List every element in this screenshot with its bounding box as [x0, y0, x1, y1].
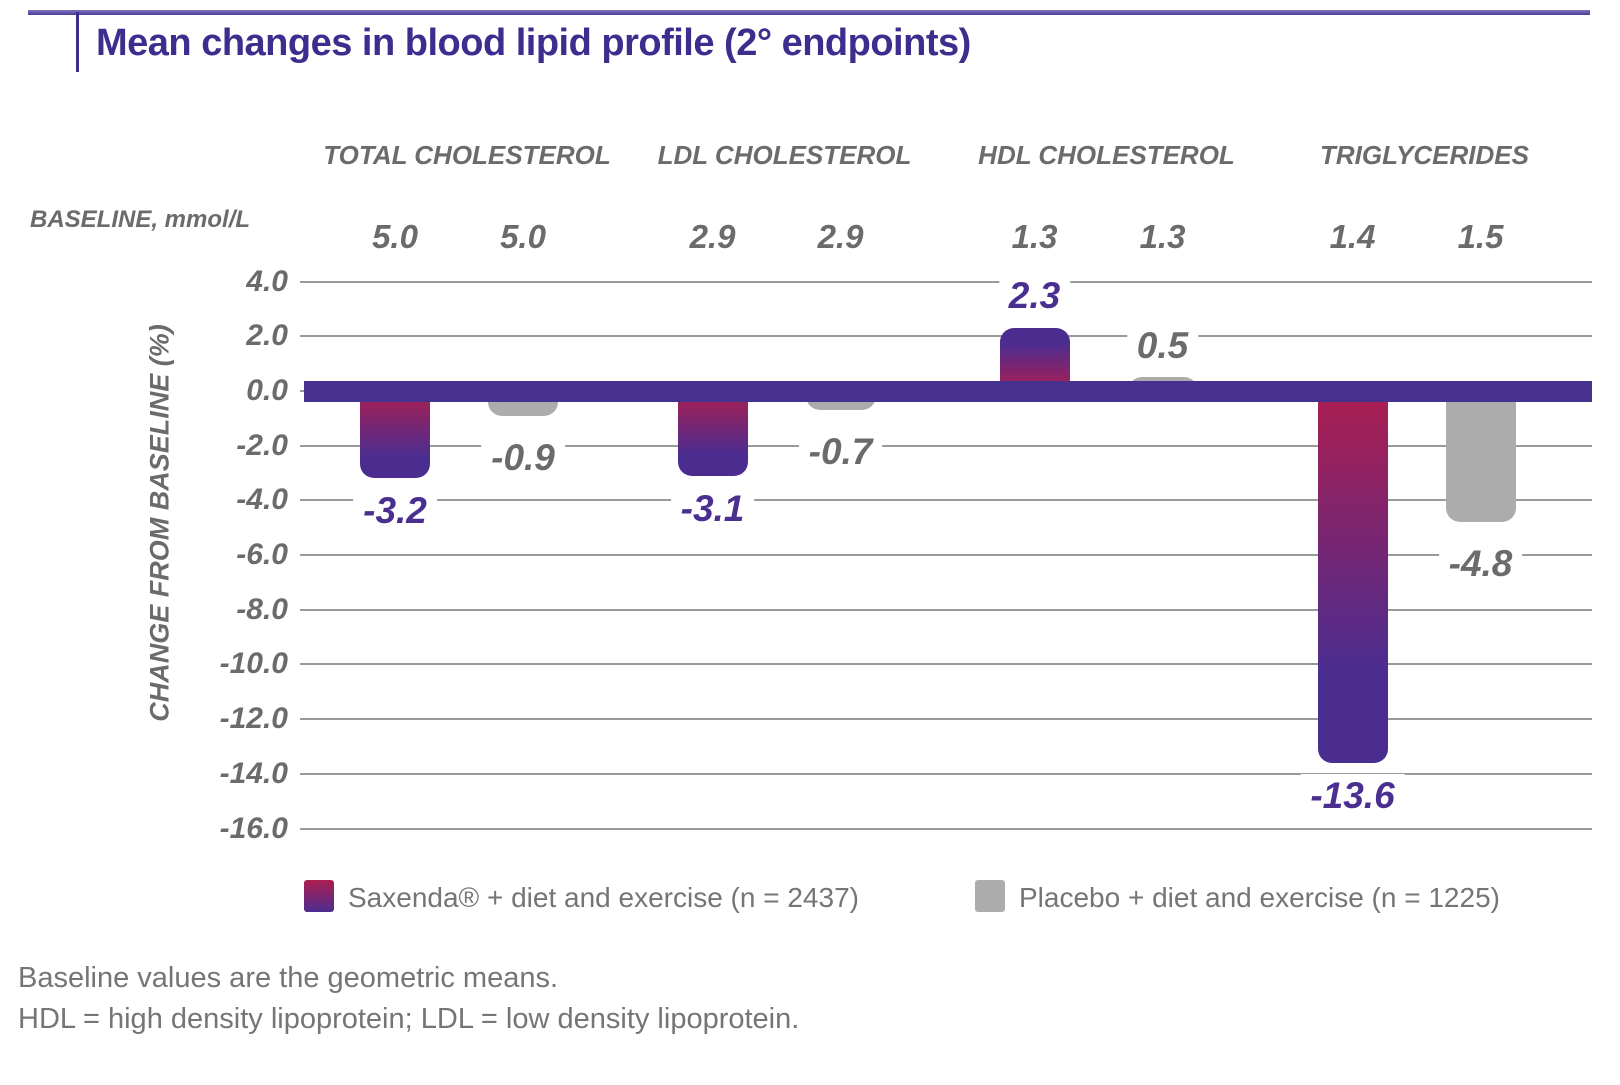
gridline--10.0	[300, 663, 1592, 666]
y-tick-label--6.0: -6.0	[236, 538, 288, 571]
baseline-value-saxenda-total-cholesterol: 5.0	[372, 218, 418, 255]
y-tick-label--4.0: -4.0	[236, 483, 288, 517]
gridline--4.0	[300, 499, 1592, 502]
y-tick-label--2.0: -2.0	[236, 428, 288, 462]
footnotes: Baseline values are the geometric means.…	[18, 958, 799, 1040]
y-tick-label--8.0: -8.0	[236, 592, 288, 626]
legend-swatch-placebo	[975, 880, 1005, 912]
bar-saxenda-total-cholesterol	[360, 390, 430, 479]
legend-label-saxenda: Saxenda® + diet and exercise (n = 2437)	[348, 882, 859, 913]
bar-saxenda-triglycerides	[1317, 390, 1388, 763]
baseline-value-placebo-triglycerides: 1.5	[1457, 218, 1504, 255]
gridline--8.0	[300, 608, 1592, 611]
legend-label-placebo: Placebo + diet and exercise (n = 1225)	[1019, 882, 1500, 913]
gridline--16.0	[300, 827, 1592, 830]
legend-swatch-saxenda	[304, 880, 334, 912]
baseline-value-saxenda-triglycerides: 1.4	[1329, 218, 1376, 255]
top-accent-rule	[28, 10, 1590, 15]
value-label-placebo-total-cholesterol: -0.9	[481, 435, 565, 480]
gridline--12.0	[300, 718, 1592, 721]
value-label-placebo-hdl-cholesterol: 0.5	[1126, 324, 1199, 369]
y-tick-label-4.0: 4.0	[246, 264, 288, 298]
y-tick-label--12.0: -12.0	[219, 702, 288, 736]
gridline-4.0	[300, 280, 1592, 283]
zero-baseline-band	[304, 381, 1592, 403]
value-label-saxenda-triglycerides: -13.6	[1300, 773, 1405, 818]
bar-saxenda-hdl-cholesterol	[999, 327, 1070, 391]
y-tick-label-0.0: 0.0	[246, 373, 288, 407]
bar-saxenda-ldl-cholesterol	[677, 390, 748, 476]
bar-placebo-triglycerides	[1445, 390, 1516, 523]
y-tick-label--10.0: -10.0	[219, 647, 288, 681]
category-header-hdl-cholesterol: HDL CHOLESTEROL	[978, 140, 1235, 170]
category-header-ldl-cholesterol: LDL CHOLESTEROL	[657, 140, 912, 170]
category-header-total-cholesterol: TOTAL CHOLESTEROL	[323, 140, 611, 170]
baseline-value-placebo-hdl-cholesterol: 1.3	[1139, 218, 1186, 255]
baseline-row-label: BASELINE, mmol/L	[30, 206, 251, 233]
gridline--14.0	[300, 772, 1592, 775]
value-label-placebo-triglycerides: -4.8	[1438, 542, 1523, 587]
baseline-value-saxenda-hdl-cholesterol: 1.3	[1011, 218, 1058, 255]
chart-title: Mean changes in blood lipid profile (2° …	[96, 22, 971, 64]
value-label-saxenda-hdl-cholesterol: 2.3	[998, 273, 1071, 318]
footnote-line-2: HDL = high density lipoprotein; LDL = lo…	[18, 1003, 800, 1035]
title-accent-bar	[76, 12, 79, 72]
gridline--2.0	[300, 444, 1592, 447]
category-header-triglycerides: TRIGLYCERIDES	[1320, 140, 1529, 170]
y-tick-label-2.0: 2.0	[246, 319, 288, 353]
footnote-line-1: Baseline values are the geometric means.	[18, 962, 559, 994]
value-label-saxenda-total-cholesterol: -3.2	[353, 489, 437, 534]
gridline--6.0	[300, 554, 1592, 556]
y-tick-label--16.0: -16.0	[219, 811, 288, 845]
value-label-saxenda-ldl-cholesterol: -3.1	[670, 486, 755, 531]
baseline-value-placebo-ldl-cholesterol: 2.9	[817, 218, 864, 255]
baseline-value-saxenda-ldl-cholesterol: 2.9	[689, 218, 736, 255]
baseline-value-placebo-total-cholesterol: 5.0	[500, 218, 546, 255]
y-tick-label--14.0: -14.0	[219, 756, 288, 790]
value-label-placebo-ldl-cholesterol: -0.7	[798, 430, 883, 475]
gridline-2.0	[300, 335, 1592, 338]
